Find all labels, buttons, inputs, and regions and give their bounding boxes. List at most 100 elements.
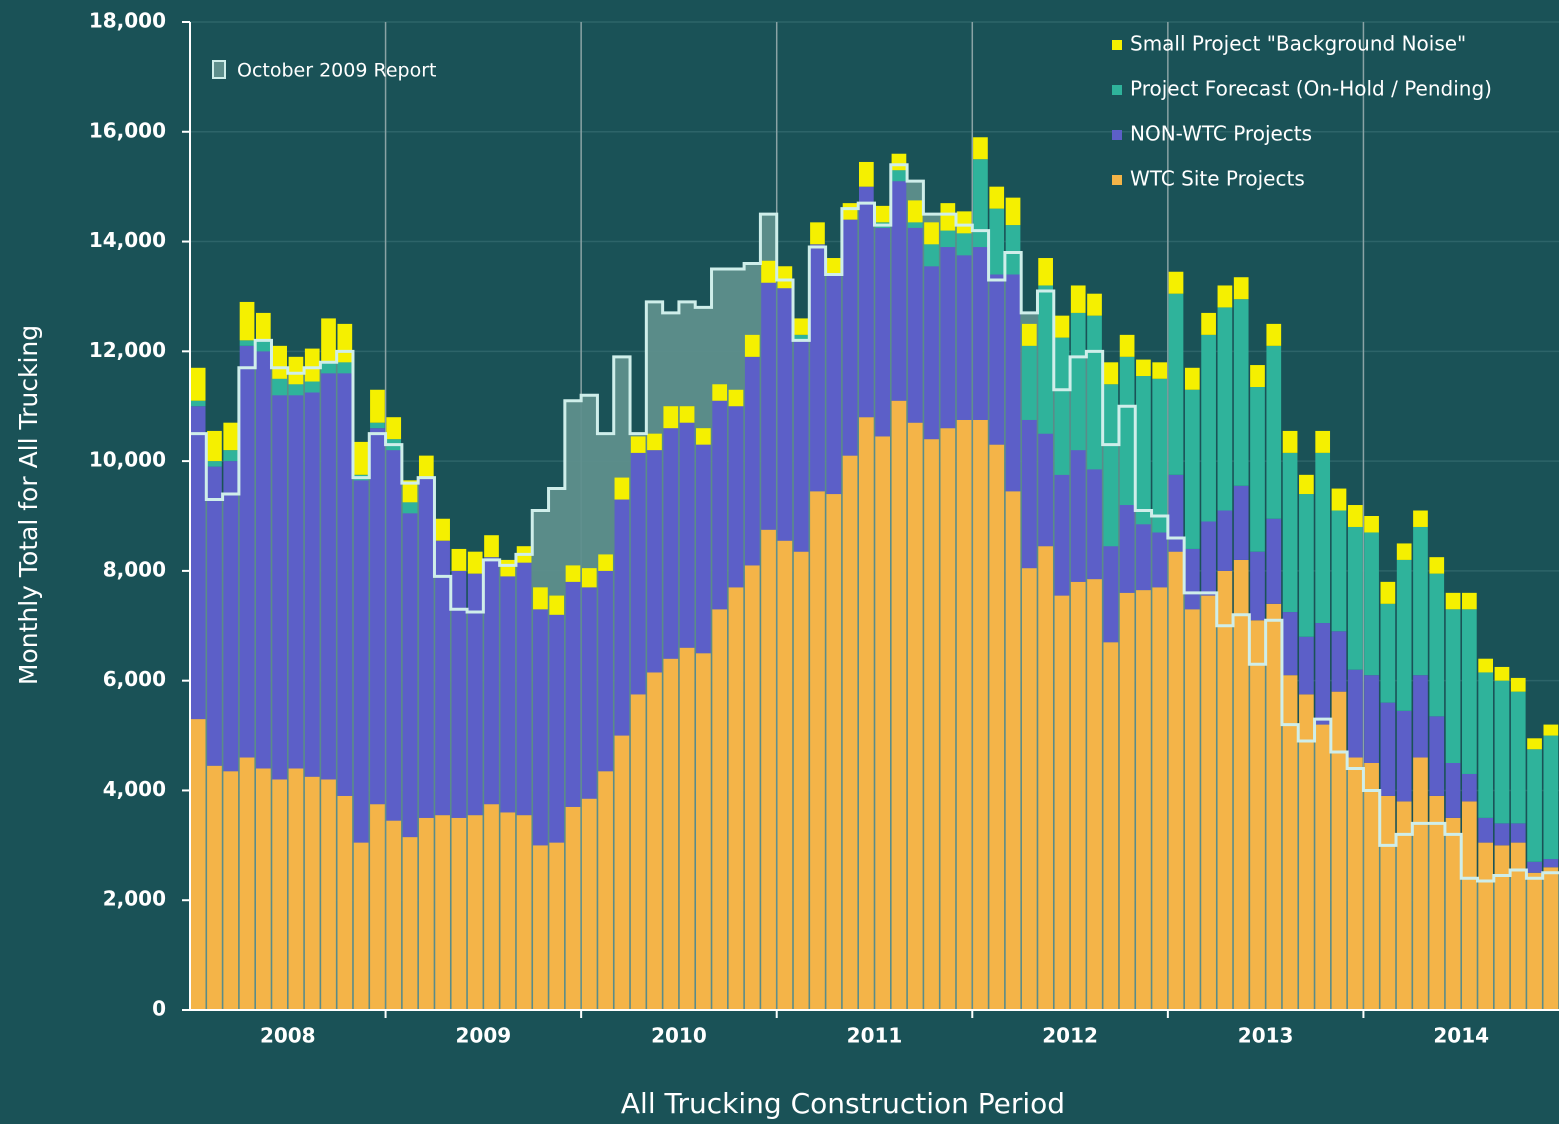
bar-segment	[793, 334, 809, 341]
bar-segment	[1478, 658, 1494, 673]
bar-segment	[402, 502, 418, 514]
bar-segment	[386, 417, 402, 440]
bar-segment	[1119, 356, 1135, 506]
bar-segment	[1299, 474, 1314, 495]
legend-label: NON-WTC Projects	[1130, 122, 1312, 146]
bar-segment	[288, 395, 304, 769]
bar-segment	[1364, 763, 1379, 1010]
bar-segment	[744, 565, 760, 1010]
bar-segment	[712, 400, 728, 610]
bar-segment	[402, 480, 418, 503]
bar-segment	[239, 345, 255, 758]
bar-segment	[891, 170, 907, 182]
bar-segment	[288, 768, 304, 1010]
bar-segment	[451, 817, 467, 1010]
bar-segment	[907, 200, 923, 223]
legend: Small Project "Background Noise" Project …	[1112, 32, 1492, 191]
bar-segment	[842, 455, 858, 1011]
bar-segment	[1396, 801, 1412, 1010]
bar-segment	[581, 587, 597, 799]
bar-segment	[1087, 293, 1102, 316]
bar-segment	[223, 422, 239, 451]
bar-segment	[647, 672, 662, 1010]
bar-segment	[1315, 430, 1331, 453]
bar-segment	[451, 570, 467, 818]
bar-segment	[1021, 323, 1037, 346]
legend-label: WTC Site Projects	[1130, 167, 1305, 191]
bar-segment	[679, 422, 695, 648]
bar-segment	[1005, 491, 1021, 1010]
bar-segment	[1250, 551, 1265, 621]
bar-segment	[1299, 494, 1314, 637]
bar-segment	[875, 436, 890, 1010]
bar-segment	[418, 817, 434, 1010]
bar-segment	[304, 392, 320, 777]
bar-segment	[1103, 546, 1119, 643]
bar-segment	[744, 356, 760, 566]
bar-segment	[1168, 474, 1184, 552]
bar-segment	[370, 804, 385, 1010]
bar-segment	[761, 282, 776, 530]
bar-segment	[1136, 376, 1151, 525]
bar-segment	[1478, 817, 1494, 843]
bar-segment	[891, 153, 907, 171]
bar-segment	[679, 406, 695, 423]
bar-segment	[1347, 757, 1363, 1010]
y-tick-label: 8,000	[103, 557, 166, 581]
legend-swatch	[1112, 175, 1122, 185]
bar-segment	[1510, 823, 1526, 843]
bar-segment	[353, 480, 369, 843]
bar-segment	[435, 540, 450, 816]
bar-segment	[304, 381, 320, 393]
bar-segment	[565, 806, 581, 1010]
bar-segment	[207, 466, 222, 766]
bar-segment	[1087, 315, 1102, 470]
bar-segment	[793, 340, 809, 552]
bar-segment	[190, 719, 206, 1010]
bar-segment	[810, 491, 825, 1010]
bar-segment	[810, 244, 825, 492]
bar-segment	[630, 436, 646, 453]
bar-segment	[630, 452, 646, 695]
bar-segment	[370, 428, 385, 805]
bar-segment	[402, 513, 418, 838]
bar-segment	[1152, 532, 1168, 588]
bar-segment	[598, 570, 613, 772]
bar-segment	[484, 804, 499, 1010]
bar-segment	[288, 356, 304, 385]
bar-segment	[1413, 757, 1428, 1010]
bar-segment	[1168, 551, 1184, 1010]
bar-segment	[777, 288, 793, 541]
bar-segment	[255, 351, 271, 769]
bar-segment	[1462, 609, 1477, 774]
bar-segment	[1038, 285, 1053, 434]
bar-segment	[1315, 623, 1331, 725]
bar-segment	[1201, 595, 1216, 1010]
bar-segment	[1038, 433, 1053, 547]
bar-segment	[1233, 299, 1249, 486]
bar-segment	[255, 312, 271, 341]
bar-segment	[255, 340, 271, 352]
bar-segment	[223, 450, 239, 462]
bar-segment	[1429, 573, 1445, 717]
bar-segment	[1494, 823, 1510, 846]
bar-segment	[190, 367, 206, 401]
bar-segment	[696, 653, 711, 1010]
bar-segment	[598, 554, 613, 571]
bar-segment	[1413, 510, 1428, 527]
bar-segment	[679, 647, 695, 1010]
bar-segment	[353, 842, 369, 1010]
reference-area	[190, 164, 1559, 1010]
bar-segment	[1021, 568, 1037, 1010]
bar-segment	[321, 362, 336, 374]
bar-segment	[467, 551, 483, 574]
bar-segment	[1510, 677, 1526, 692]
bar-segment	[1103, 642, 1119, 1010]
bar-segment	[989, 208, 1005, 275]
bar-segment	[859, 186, 874, 418]
bar-segment	[1299, 636, 1314, 695]
bar-segment	[386, 450, 402, 821]
bar-segment	[533, 609, 548, 846]
bar-segment	[353, 441, 369, 475]
